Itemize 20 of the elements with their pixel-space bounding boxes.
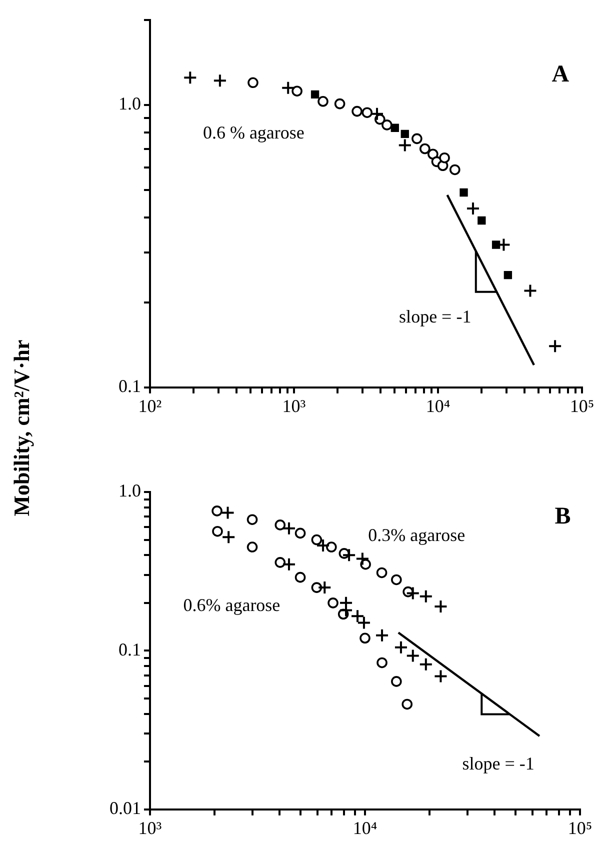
x-tick-label: 10⁴	[426, 396, 450, 416]
x-tick-label: 10³	[138, 818, 162, 838]
y-tick-label: 1.0	[118, 480, 141, 501]
x-tick-label: 10⁴	[352, 818, 378, 838]
annotation: B	[554, 504, 571, 530]
y-tick-label: 0.01	[110, 798, 141, 818]
annotation: slope = -1	[399, 306, 472, 326]
y-tick-label: 1.0	[118, 94, 141, 114]
x-tick-label: 10³	[282, 396, 306, 416]
x-tick-label: 10⁵	[570, 396, 594, 416]
annotation: A	[552, 61, 570, 88]
y-tick-label: 0.1	[118, 639, 141, 660]
annotation: 0.6% agarose	[183, 595, 280, 615]
y-tick-label: 0.1	[118, 376, 141, 396]
y-axis-title: Mobility, cm²/V·hr	[9, 340, 35, 516]
annotation: 0.3% agarose	[368, 525, 466, 546]
x-tick-label: 10⁵	[568, 818, 592, 838]
annotation: 0.6 % agarose	[202, 122, 304, 143]
annotation: slope = -1	[462, 754, 534, 774]
x-tick-label: 10²	[138, 396, 162, 416]
